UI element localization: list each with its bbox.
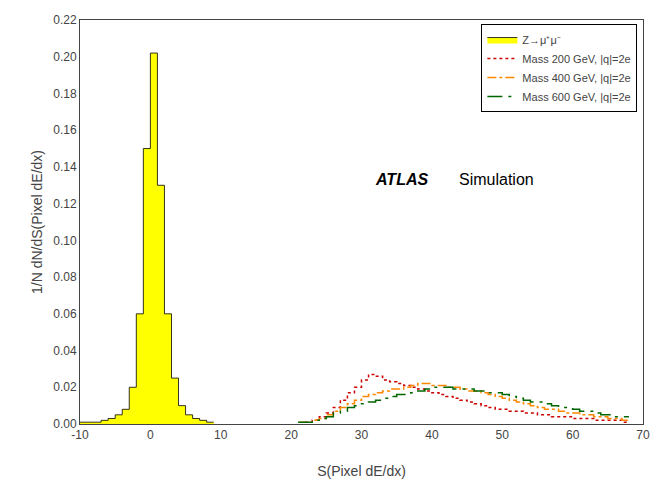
svg-text:60: 60 (566, 428, 580, 442)
svg-text:0.06: 0.06 (53, 307, 77, 321)
svg-text:S(Pixel dE/dx): S(Pixel dE/dx) (317, 463, 406, 479)
svg-text:70: 70 (636, 428, 650, 442)
svg-text:0.12: 0.12 (53, 197, 77, 211)
svg-text:Mass 600 GeV, |q|=2e: Mass 600 GeV, |q|=2e (522, 91, 630, 103)
svg-text:40: 40 (425, 428, 439, 442)
svg-text:1/N dN/dS(Pixel dE/dx): 1/N dN/dS(Pixel dE/dx) (29, 150, 45, 294)
svg-text:-10: -10 (71, 428, 89, 442)
svg-text:0.18: 0.18 (53, 87, 77, 101)
svg-text:0.04: 0.04 (53, 344, 77, 358)
svg-text:0.00: 0.00 (53, 417, 77, 431)
svg-text:0.22: 0.22 (53, 13, 77, 27)
svg-text:Mass 400 GeV, |q|=2e: Mass 400 GeV, |q|=2e (522, 72, 630, 84)
svg-text:0.02: 0.02 (53, 380, 77, 394)
svg-text:0.10: 0.10 (53, 234, 77, 248)
svg-text:10: 10 (214, 428, 228, 442)
svg-text:20: 20 (284, 428, 298, 442)
svg-text:0.08: 0.08 (53, 270, 77, 284)
svg-text:0: 0 (147, 428, 154, 442)
svg-text:Mass 200 GeV, |q|=2e: Mass 200 GeV, |q|=2e (522, 53, 630, 65)
svg-text:ATLAS: ATLAS (375, 171, 428, 188)
svg-text:0.16: 0.16 (53, 123, 77, 137)
svg-text:0.14: 0.14 (53, 160, 77, 174)
svg-text:0.20: 0.20 (53, 50, 77, 64)
svg-text:Z→μ⁺μ⁻: Z→μ⁺μ⁻ (522, 34, 560, 46)
svg-text:Simulation: Simulation (459, 171, 534, 188)
svg-text:30: 30 (355, 428, 369, 442)
svg-text:50: 50 (496, 428, 510, 442)
